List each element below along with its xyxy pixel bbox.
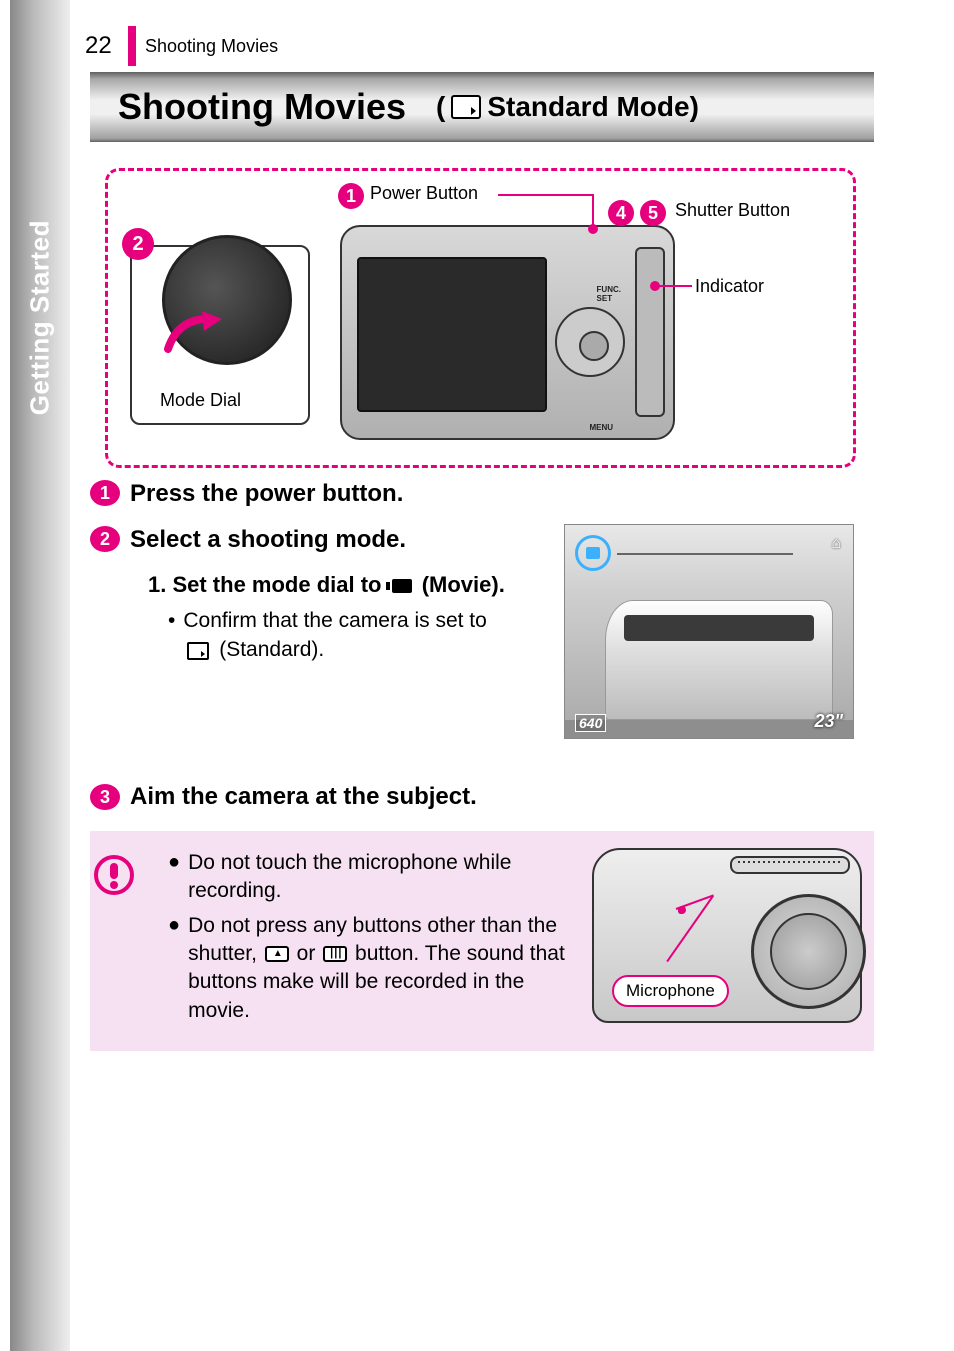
camera-back-graphic: FUNC.SET MENU <box>340 225 675 440</box>
camera-top-plate <box>730 856 850 874</box>
lcd-horizon <box>617 553 793 555</box>
page: Getting Started 22 Shooting Movies Shoot… <box>0 0 954 1351</box>
indicator-label: Indicator <box>695 276 764 297</box>
side-tab: Getting Started <box>10 0 70 1351</box>
step-1-title: Press the power button. <box>130 480 403 508</box>
header-accent-bar <box>128 26 136 66</box>
shutter-button-label: Shutter Button <box>675 200 790 221</box>
warning-icon <box>94 855 134 895</box>
title-sub: ( Standard Mode) <box>436 91 699 123</box>
title-bar: Shooting Movies ( Standard Mode) <box>90 72 874 142</box>
camera-lens <box>751 894 866 1009</box>
lcd-resolution: 640 <box>575 714 606 732</box>
step-3-title: Aim the camera at the subject. <box>130 783 477 811</box>
warn2b: or <box>297 942 322 965</box>
bullet-text: Confirm that the camera is set to (Stand… <box>183 606 486 665</box>
warning-item-1: ● Do not touch the microphone while reco… <box>168 849 588 906</box>
camera-screen <box>357 257 547 412</box>
power-leader-v <box>592 194 594 228</box>
bullet-icon: ● <box>168 912 180 1025</box>
side-tab-label: Getting Started <box>25 220 56 415</box>
dial-arrow-icon <box>158 309 228 359</box>
step-3: 3 Aim the camera at the subject. <box>90 783 477 811</box>
power-button-label: Power Button <box>370 183 478 204</box>
lcd-lock-icon: ⌂ <box>831 535 841 553</box>
substep-prefix: 1. Set the mode dial to <box>148 572 388 597</box>
indicator-leader <box>656 285 692 287</box>
callout-5-badge: 5 <box>640 200 666 226</box>
title-sub-suffix: Standard Mode) <box>487 91 699 123</box>
callout-2-badge: 2 <box>122 228 154 260</box>
lcd-time-remaining: 23" <box>814 711 843 732</box>
running-head: Shooting Movies <box>145 36 278 57</box>
step-3-badge: 3 <box>90 784 120 810</box>
warning-item-2-text: Do not press any buttons other than the … <box>188 912 588 1025</box>
page-number: 22 <box>85 32 112 60</box>
step-2-title: Select a shooting mode. <box>130 526 406 554</box>
power-leader-dot <box>588 224 598 234</box>
camera-dpad <box>555 307 625 377</box>
lcd-train <box>605 600 833 720</box>
lcd-platform <box>565 720 853 738</box>
callout-1-badge: 1 <box>338 183 364 209</box>
warning-item-1-text: Do not touch the microphone while record… <box>188 849 588 906</box>
mic-leader-2 <box>666 895 714 962</box>
bullet-text-a: Confirm that the camera is set to <box>183 609 486 632</box>
step-1: 1 Press the power button. <box>90 480 874 508</box>
bullet-dot: • <box>168 606 175 665</box>
menu-label: MENU <box>589 423 613 432</box>
title-main: Shooting Movies <box>118 86 406 128</box>
microphone-label: Microphone <box>612 975 729 1007</box>
movie-mode-icon <box>392 579 412 593</box>
warning-list: ● Do not touch the microphone while reco… <box>168 849 588 1025</box>
title-sub-prefix: ( <box>436 91 445 123</box>
step-1-badge: 1 <box>90 480 120 506</box>
standard-mode-icon <box>451 95 481 119</box>
step-2-badge: 2 <box>90 526 120 552</box>
callout-4-badge: 4 <box>608 200 634 226</box>
indicator-leader-dot <box>650 281 660 291</box>
bullet-icon: ● <box>168 849 180 906</box>
standard-mode-icon-small <box>187 642 209 660</box>
camera-front-graphic: Microphone <box>592 848 862 1023</box>
power-leader-h <box>498 194 593 196</box>
camera-grip <box>635 247 665 417</box>
bullet-text-b: (Standard). <box>219 638 324 661</box>
mode-dial-label: Mode Dial <box>158 390 243 411</box>
warning-item-2: ● Do not press any buttons other than th… <box>168 912 588 1025</box>
lcd-preview: ⌂ 640 23" <box>564 524 854 739</box>
substep-suffix: (Movie). <box>422 572 505 597</box>
func-set-label: FUNC.SET <box>597 285 621 303</box>
zoom-wide-icon <box>265 946 289 962</box>
zoom-tele-icon <box>323 946 347 962</box>
lcd-rec-icon <box>575 535 611 571</box>
